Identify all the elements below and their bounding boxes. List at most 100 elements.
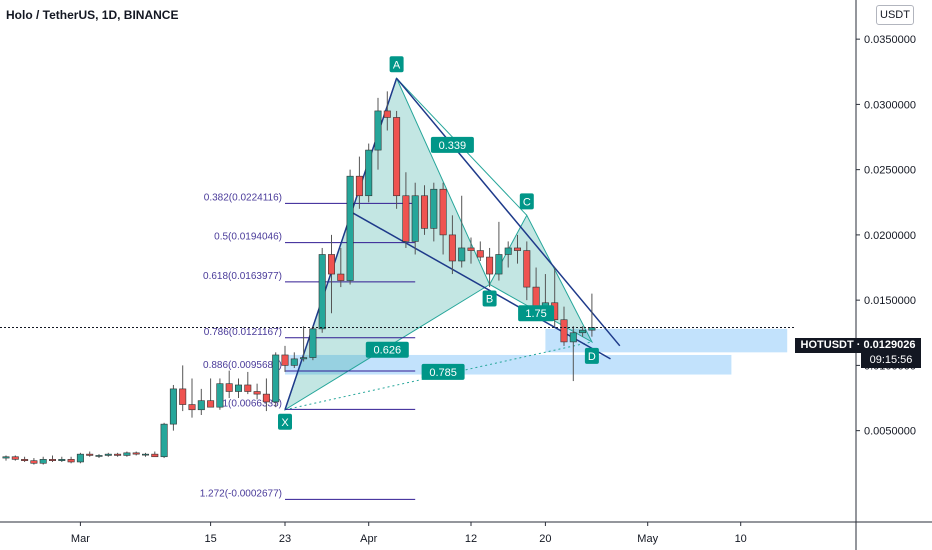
candle-body [430, 188, 438, 229]
x-tick-label: 23 [279, 533, 291, 545]
countdown-label: 09:15:56 [861, 353, 921, 368]
candle-body [104, 453, 112, 456]
candle-body [48, 459, 56, 461]
ratio-label: 0.339 [439, 140, 467, 152]
candle-body [523, 250, 531, 288]
candle-body [337, 273, 345, 281]
candle-body [67, 459, 75, 463]
candle-body [95, 455, 103, 457]
pattern-point-label: B [486, 293, 493, 305]
y-tick-label: 0.0350000 [864, 34, 916, 46]
candle-body [11, 456, 19, 460]
candle-body [114, 453, 122, 456]
fib-level-label: 0.886(0.0095685) [203, 360, 282, 371]
price-zone [285, 354, 732, 375]
pattern-point-label: C [523, 196, 531, 208]
x-tick-label: 10 [735, 533, 747, 545]
candle-body [2, 456, 10, 459]
pattern-point-bg [519, 193, 534, 210]
fib-level-label: 0.5(0.0194046) [214, 232, 282, 243]
candle-body [58, 459, 66, 461]
pattern-point-bg [482, 290, 497, 307]
candle-body [39, 459, 47, 464]
ratio-label: 1.75 [525, 308, 546, 320]
ratio-label-bg [518, 305, 555, 322]
candle-body [30, 460, 38, 464]
ratio-label-bg [365, 341, 409, 358]
x-tick-label: Mar [71, 533, 90, 545]
candle-body [151, 453, 159, 458]
x-tick-label: 20 [539, 533, 551, 545]
y-tick-label: 0.0250000 [864, 165, 916, 177]
trend-line [396, 77, 621, 347]
x-tick-label: Apr [360, 533, 377, 545]
candle-body [346, 175, 354, 281]
ratio-label-bg [421, 363, 465, 380]
x-tick-label: 12 [465, 533, 477, 545]
candle-body [309, 328, 317, 358]
candle-body [225, 383, 233, 392]
candle-body [513, 247, 521, 251]
candle-body [76, 453, 84, 463]
candle-body [420, 195, 428, 229]
fib-level-label: 1(0.0066335) [223, 398, 283, 409]
fib-level-label: 1.272(-0.0002677) [200, 488, 282, 499]
candle-body [411, 195, 419, 242]
y-tick-label: 0.0300000 [864, 99, 916, 111]
candle-body [86, 453, 94, 456]
currency-button[interactable]: USDT [876, 5, 914, 25]
candle-body [132, 452, 140, 455]
candle-body [588, 327, 596, 331]
pattern-point-label: X [281, 417, 289, 429]
fib-level-label: 0.618(0.0163977) [203, 271, 282, 282]
candle-body [21, 459, 29, 461]
candle-body [197, 400, 205, 411]
ratio-label: 0.626 [374, 345, 402, 357]
candle-body [374, 110, 382, 151]
candle-body [486, 256, 494, 275]
candle-body [579, 329, 587, 334]
y-tick-label: 0.0200000 [864, 230, 916, 242]
pattern-point-bg [278, 413, 292, 430]
x-tick-label: 15 [204, 533, 216, 545]
candle-body [188, 404, 196, 411]
x-tick-label: May [637, 533, 658, 545]
candle-body [560, 319, 568, 343]
candle-body [495, 254, 503, 275]
candle-body [235, 384, 243, 392]
candle-body [281, 354, 289, 366]
pattern-point-label: A [393, 59, 401, 71]
price-zone [545, 328, 788, 353]
y-tick-label: 0.0050000 [864, 426, 916, 438]
candle-body [458, 247, 466, 262]
candle-body [207, 400, 215, 408]
candle-body [253, 391, 261, 395]
candle-body [272, 354, 280, 403]
candle-body [355, 175, 363, 197]
candle-body [142, 453, 150, 456]
candle-body [448, 234, 456, 262]
pattern-point-label: D [588, 351, 596, 363]
chart-title: Holo / TetherUS, 1D, BINANCE [6, 8, 179, 22]
last-price-label: HOTUSDT · 0.0129026 [795, 338, 921, 353]
candle-body [365, 149, 373, 197]
candle-body [439, 188, 447, 236]
candle-body [318, 254, 326, 330]
ratio-label-bg [430, 136, 474, 153]
ratio-label: 0.785 [429, 367, 457, 379]
candle-body [327, 254, 335, 275]
fib-level-label: 0.382(0.0224116) [204, 192, 282, 203]
candle-body [300, 357, 308, 360]
fib-level-label: 0.786(0.0121167) [204, 327, 282, 338]
candle-body [383, 110, 391, 118]
pattern-xd-leg [284, 341, 593, 411]
candle-body [169, 388, 177, 425]
candle-body [244, 384, 252, 392]
candle-body [504, 247, 512, 255]
pattern-point-bg [389, 56, 404, 73]
candle-body [402, 195, 410, 242]
candle-body [123, 452, 131, 456]
pattern-point-bg [584, 347, 599, 364]
candle-body [393, 117, 401, 197]
